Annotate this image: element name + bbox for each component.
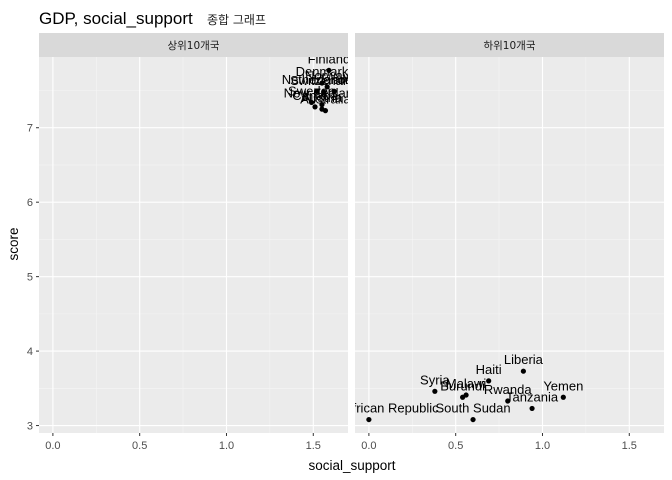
data-point (308, 99, 315, 106)
facet-strip (39, 33, 348, 57)
point-label: Austria (302, 90, 343, 105)
data-point (312, 104, 318, 110)
point-label: South Sudan (435, 401, 510, 416)
point-label: Liberia (504, 352, 544, 367)
chart-subtitle: 종합 그래프 (207, 13, 266, 27)
data-point (322, 108, 329, 114)
point-label: Sweden (288, 83, 335, 98)
data-point (331, 88, 337, 94)
point-label: Tanzania (506, 389, 559, 404)
y-axis-title: score (6, 227, 21, 260)
data-point (324, 84, 330, 90)
point-label: Netherlands (282, 72, 353, 87)
data-point (366, 416, 372, 423)
facet-strip-label: 상위10개국 (167, 39, 219, 52)
point-label: Switzerland (290, 73, 357, 88)
data-point (319, 80, 325, 86)
data-point (326, 67, 332, 74)
panel-background (39, 57, 348, 433)
facet-panel: 상위10개국 0.0 0.5 1.0 1.5 3 4 5 6 7 FinlandDenmarkNor… (27, 33, 361, 452)
x-tick-label: 1.0 (535, 440, 550, 452)
point-label: Malawi (446, 376, 487, 391)
x-tick-label: 0.5 (132, 440, 147, 452)
x-tick-label: 1.0 (219, 440, 234, 452)
point-label: Australia (300, 92, 351, 107)
facet-strip-label: 하위10개국 (483, 39, 535, 52)
point-label: Haiti (476, 362, 502, 377)
y-tick-label: 5 (27, 272, 33, 284)
data-point (560, 394, 566, 400)
point-label: Norway (305, 68, 350, 83)
facet-strip (355, 33, 664, 57)
point-label: Yemen (543, 378, 583, 393)
chart-title: GDP, social_support (39, 9, 193, 28)
data-point (314, 88, 320, 94)
point-label: Denmark (296, 64, 349, 79)
data-point (505, 398, 511, 404)
y-tick-label: 7 (27, 123, 33, 135)
x-tick-label: 0.5 (448, 440, 463, 452)
y-tick-label: 4 (27, 346, 33, 358)
point-label: Iceland (313, 72, 355, 87)
x-tick-label: 1.5 (622, 440, 637, 452)
x-tick-label: 0.0 (45, 440, 60, 452)
x-axis-title: social_support (308, 458, 395, 473)
data-point (486, 378, 492, 384)
x-tick-label: 1.5 (306, 440, 321, 452)
facet-panels: 상위10개국 0.0 0.5 1.0 1.5 3 4 5 6 7 FinlandDenmarkNor… (27, 33, 664, 452)
data-point (460, 394, 466, 400)
data-point (432, 388, 438, 394)
point-label: Canada (292, 88, 338, 103)
data-point (319, 102, 325, 108)
x-tick-label: 0.0 (361, 440, 376, 452)
data-point (529, 405, 535, 412)
data-point (520, 368, 526, 374)
point-label: Rwanda (484, 382, 532, 397)
point-label: Syria (420, 372, 450, 387)
data-point (470, 416, 476, 423)
point-label: New Zealand (284, 86, 361, 101)
panel-background (355, 57, 664, 433)
point-label: Burundi (440, 378, 485, 393)
point-label: Finland (308, 51, 351, 66)
y-tick-label: 3 (27, 421, 33, 433)
point-label: Central African Republic (299, 401, 439, 416)
data-point (321, 89, 327, 95)
panel-data-layer: FinlandDenmarkNorwayIcelandNetherlandsSw… (282, 51, 361, 114)
y-tick-label: 6 (27, 197, 33, 209)
